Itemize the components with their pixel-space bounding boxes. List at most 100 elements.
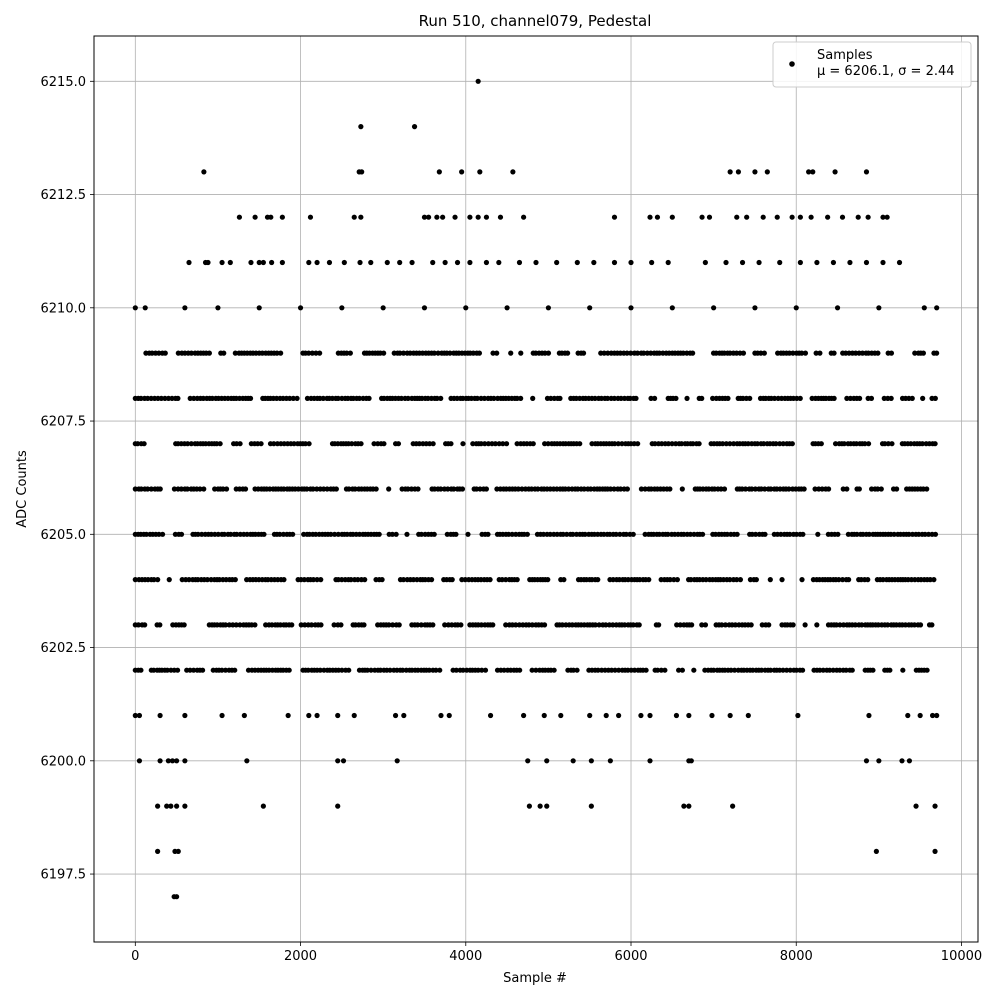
data-point — [503, 622, 509, 628]
data-point — [186, 577, 192, 583]
data-point — [491, 395, 497, 401]
data-point — [656, 622, 662, 628]
data-point — [844, 395, 850, 401]
data-point — [234, 531, 240, 537]
data-point — [799, 577, 805, 583]
data-point — [865, 441, 872, 447]
data-point — [279, 214, 285, 220]
data-point — [281, 577, 287, 583]
data-point — [628, 350, 634, 356]
data-point — [932, 848, 938, 855]
data-point — [398, 395, 405, 401]
data-point — [268, 214, 274, 220]
y-tick-label: 6202.5 — [41, 641, 87, 656]
data-point — [338, 622, 344, 628]
data-point — [588, 758, 594, 764]
data-point — [678, 441, 685, 447]
data-point — [592, 622, 598, 628]
data-point — [611, 395, 617, 401]
data-point — [595, 667, 601, 673]
data-point — [430, 441, 436, 447]
data-point — [836, 577, 842, 583]
y-tick-label: 6205.0 — [41, 528, 87, 543]
data-point — [132, 577, 138, 583]
data-point — [777, 259, 783, 266]
data-point — [814, 622, 820, 628]
data-point — [790, 622, 796, 628]
data-point — [722, 622, 729, 628]
data-point — [386, 486, 392, 492]
data-point — [335, 712, 341, 719]
data-point — [604, 395, 611, 401]
data-point — [339, 667, 345, 673]
data-point — [487, 712, 494, 719]
data-point — [761, 350, 767, 356]
data-point — [725, 395, 731, 401]
legend-marker — [789, 61, 795, 67]
data-point — [802, 350, 809, 356]
data-point — [710, 395, 716, 401]
x-tick-label: 10000 — [941, 949, 982, 964]
data-point — [304, 486, 310, 492]
data-point — [876, 305, 882, 311]
data-point — [368, 667, 374, 673]
data-point — [237, 441, 243, 447]
data-point — [381, 350, 387, 356]
data-point — [739, 259, 746, 266]
data-point — [724, 531, 730, 537]
data-point — [335, 803, 341, 809]
data-point — [756, 259, 762, 266]
data-point — [747, 395, 753, 401]
data-point — [932, 531, 939, 537]
y-tick-label: 6197.5 — [41, 868, 87, 883]
data-point — [762, 531, 768, 537]
data-point — [616, 712, 622, 719]
data-point — [630, 622, 636, 628]
data-point — [720, 441, 726, 447]
data-point — [810, 169, 816, 175]
data-point — [702, 259, 708, 266]
data-point — [863, 259, 870, 266]
data-point — [887, 667, 893, 673]
data-point — [518, 350, 524, 356]
data-point — [773, 441, 779, 447]
data-point — [379, 577, 385, 583]
data-point — [574, 259, 580, 266]
data-point — [865, 577, 871, 583]
data-point — [849, 667, 855, 673]
data-point — [808, 214, 814, 220]
data-point — [667, 577, 673, 583]
data-point — [341, 259, 347, 266]
data-point — [674, 622, 680, 628]
data-point — [630, 531, 636, 537]
data-point — [346, 667, 352, 673]
data-point — [748, 622, 754, 628]
data-point — [261, 531, 267, 537]
data-point — [377, 667, 383, 673]
data-point — [603, 622, 609, 628]
data-point — [516, 259, 523, 266]
data-point — [232, 577, 238, 583]
data-point — [174, 894, 180, 900]
data-point — [611, 259, 618, 266]
data-point — [381, 441, 387, 447]
data-point — [186, 259, 192, 266]
data-point — [734, 577, 740, 583]
data-point — [204, 577, 210, 583]
data-point — [397, 350, 403, 356]
data-point — [856, 486, 862, 492]
data-point — [136, 712, 143, 719]
data-point — [932, 395, 938, 401]
data-point — [356, 395, 363, 401]
y-tick-label: 6210.0 — [41, 301, 87, 316]
data-point — [654, 667, 661, 673]
data-point — [894, 486, 900, 492]
data-point — [674, 577, 680, 583]
data-point — [182, 712, 188, 719]
data-point — [730, 803, 736, 809]
data-point — [302, 441, 309, 447]
data-point — [888, 395, 894, 401]
data-point — [453, 667, 459, 673]
data-point — [278, 350, 284, 356]
data-point — [159, 531, 166, 537]
